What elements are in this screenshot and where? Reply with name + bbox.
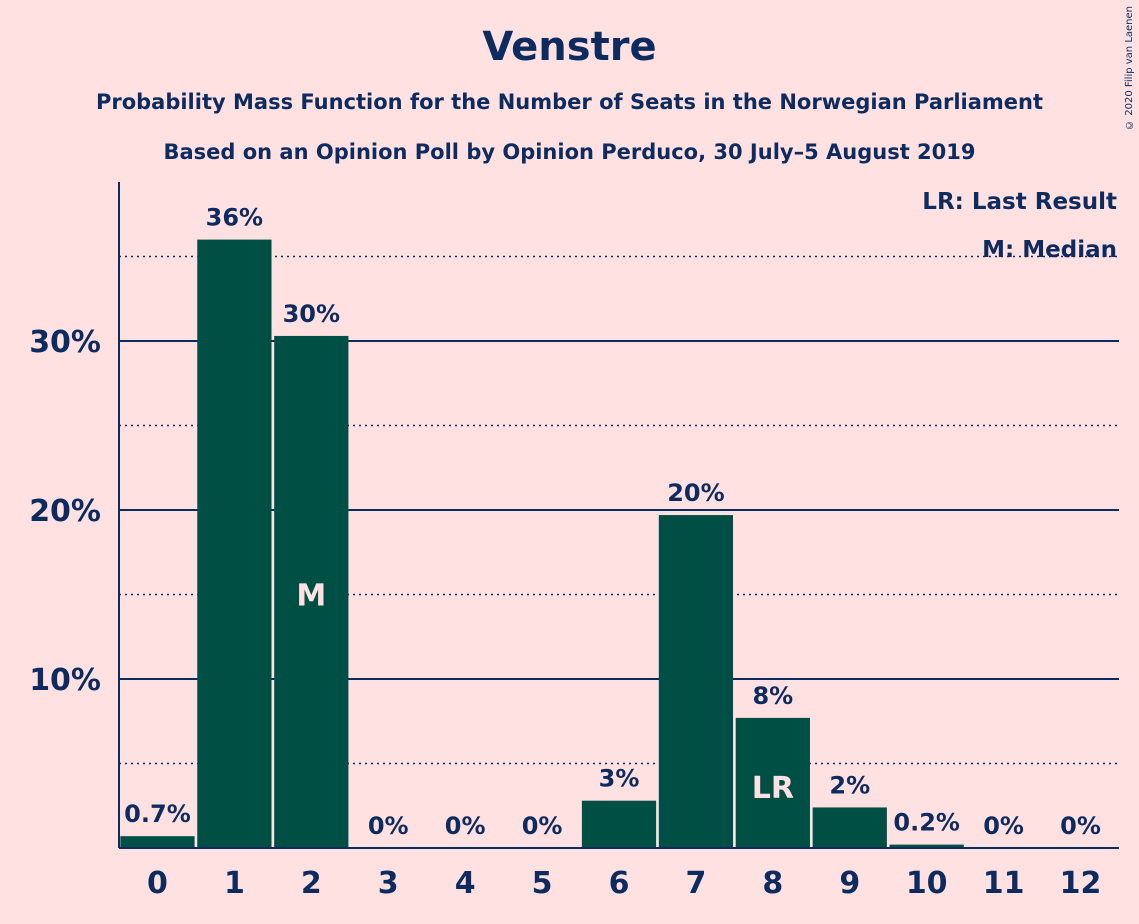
bar (120, 836, 195, 848)
x-tick-label: 3 (378, 866, 399, 901)
data-label: 2% (829, 771, 870, 799)
data-label: 0.2% (893, 809, 960, 837)
bar (197, 239, 272, 849)
legend-entry: M: Median (982, 237, 1117, 263)
bar (889, 844, 964, 848)
data-label: 0.7% (124, 800, 191, 828)
x-tick-label: 8 (762, 866, 783, 901)
y-tick-label: 20% (29, 494, 101, 529)
legend-entry: LR: Last Result (922, 189, 1117, 215)
x-tick-label: 10 (906, 866, 948, 901)
median-marker: M (296, 579, 326, 614)
data-label: 0% (445, 812, 486, 840)
bar (581, 800, 657, 848)
data-label: 0% (368, 812, 409, 840)
bar (735, 717, 810, 848)
x-tick-label: 6 (609, 866, 630, 901)
x-tick-label: 4 (455, 866, 476, 901)
chart-subtitle: Probability Mass Function for the Number… (95, 90, 1044, 114)
x-tick-label: 2 (301, 866, 322, 901)
x-tick-label: 0 (147, 866, 168, 901)
data-label: 20% (667, 479, 724, 507)
bar (274, 335, 349, 848)
data-label: 8% (752, 682, 793, 710)
data-label: 0% (983, 812, 1024, 840)
bar (812, 807, 887, 848)
x-tick-label: 11 (983, 866, 1025, 901)
x-tick-label: 12 (1060, 866, 1102, 901)
legend: LR: Last Result M: Median (922, 189, 1117, 263)
axes: 10%20%30%0 1 2 3 4 5 6 7 8 9 10 11 12 (29, 182, 1119, 901)
x-tick-label: 5 (532, 866, 553, 901)
y-tick-label: 30% (29, 325, 101, 360)
data-label: 36% (206, 204, 263, 232)
data-label: 0% (1060, 812, 1101, 840)
last-result-marker: LR (752, 771, 794, 806)
bar (658, 515, 734, 848)
chart-subtitle-source: Based on an Opinion Poll by Opinion Perd… (163, 140, 976, 164)
bars: 0.7% 36% 30% M 0% 0% 0% 3% 20% 8% LR 2% 0.2% 0% 0% (120, 204, 1101, 849)
y-tick-label: 10% (29, 663, 101, 698)
data-label: 30% (283, 300, 340, 328)
data-label: 0% (522, 812, 563, 840)
chart-title: Venstre (482, 24, 657, 70)
x-tick-label: 1 (224, 866, 245, 901)
x-tick-label: 9 (839, 866, 860, 901)
data-label: 3% (599, 765, 640, 793)
x-tick-label: 7 (685, 866, 706, 901)
